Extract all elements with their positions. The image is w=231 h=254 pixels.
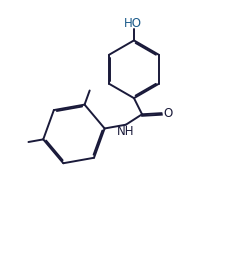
Text: NH: NH: [117, 125, 135, 138]
Text: O: O: [164, 107, 173, 120]
Text: HO: HO: [124, 17, 142, 29]
